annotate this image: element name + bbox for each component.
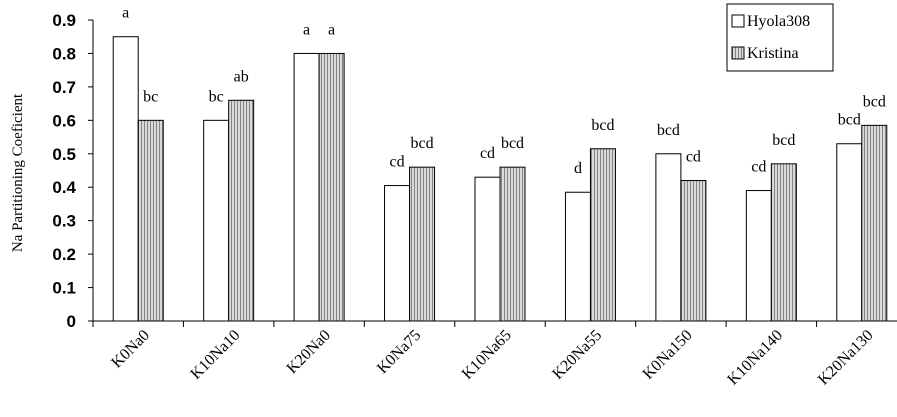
bar-kristina-K10Na140 — [771, 164, 796, 321]
y-axis-label: Na Partitioning Coeficient — [10, 93, 26, 252]
significance-label-hyola308-K0Na150: bcd — [657, 122, 680, 139]
x-tick-labels: K0Na0 K10Na10 K20Na0 K0Na75 K10Na65 K20Na55 K0… — [108, 327, 876, 389]
bar-kristina-K0Na75 — [410, 167, 435, 321]
bar-kristina-K0Na150 — [681, 181, 706, 321]
x-tick-label-K20Na130: K20Na130 — [815, 327, 877, 389]
significance-label-kristina-K10Na140: bcd — [772, 132, 795, 149]
bar-hyola308-K0Na150 — [656, 154, 681, 321]
bar-kristina-K20Na55 — [590, 149, 615, 321]
significance-label-kristina-K0Na0: bc — [143, 88, 158, 105]
significance-label-kristina-K0Na150: cd — [686, 149, 701, 166]
legend-label-kristina: Kristina — [747, 45, 799, 62]
y-tick-label: 0.3 — [52, 212, 76, 231]
bar-hyola308-K20Na0 — [294, 53, 319, 321]
x-tick-label-K20Na0: K20Na0 — [284, 327, 334, 377]
y-tick-label: 0.5 — [52, 145, 76, 164]
x-tick-label-K0Na150: K0Na150 — [640, 327, 696, 383]
y-tick-label: 0.7 — [52, 78, 76, 97]
significance-label-hyola308-K20Na55: d — [574, 160, 582, 177]
y-tick-label: 0.8 — [52, 44, 76, 63]
significance-label-hyola308-K10Na140: cd — [751, 159, 766, 176]
bar-kristina-K20Na0 — [319, 53, 344, 321]
significance-label-hyola308-K0Na0: a — [122, 5, 129, 22]
bars — [113, 37, 887, 321]
significance-label-kristina-K20Na55: bcd — [591, 117, 614, 134]
legend-label-hyola308: Hyola308 — [747, 13, 810, 30]
bar-hyola308-K10Na140 — [746, 191, 771, 321]
y-tick-label: 0.1 — [52, 279, 76, 298]
significance-label-hyola308-K10Na10: bc — [209, 88, 224, 105]
y-tick-labels: 0 0.1 0.2 0.3 0.4 0.5 0.6 0.7 0.8 0.9 — [52, 11, 76, 331]
bar-hyola308-K0Na0 — [113, 37, 138, 321]
bar-hyola308-K20Na130 — [837, 144, 862, 321]
significance-label-kristina-K20Na0: a — [328, 21, 335, 38]
x-tick-label-K10Na65: K10Na65 — [459, 327, 515, 383]
x-tick-label-K20Na55: K20Na55 — [549, 327, 605, 383]
significance-label-hyola308-K20Na130: bcd — [838, 112, 861, 129]
y-tick-label: 0.2 — [52, 245, 76, 264]
bar-hyola308-K20Na55 — [565, 192, 590, 321]
bar-kristina-K10Na10 — [229, 100, 254, 321]
significance-label-kristina-K10Na10: ab — [234, 68, 249, 85]
legend-swatch-hyola308 — [732, 15, 744, 27]
x-tick-label-K10Na10: K10Na10 — [187, 327, 243, 383]
significance-label-hyola308-K0Na75: cd — [390, 154, 405, 171]
bar-kristina-K10Na65 — [500, 167, 525, 321]
significance-label-kristina-K0Na75: bcd — [411, 135, 434, 152]
y-tick-label: 0.9 — [52, 11, 76, 30]
bar-hyola308-K10Na10 — [204, 120, 229, 321]
legend-swatch-kristina — [732, 47, 744, 59]
y-tick-label: 0.4 — [52, 178, 76, 197]
x-tick-label-K0Na0: K0Na0 — [108, 327, 153, 372]
legend: Hyola308 Kristina — [727, 4, 833, 71]
x-tick-label-K0Na75: K0Na75 — [374, 327, 424, 377]
significance-label-hyola308-K20Na0: a — [303, 21, 310, 38]
bar-kristina-K20Na130 — [862, 125, 887, 321]
bar-hyola308-K0Na75 — [385, 186, 410, 321]
y-tick-label: 0 — [67, 312, 76, 331]
significance-label-kristina-K10Na65: bcd — [501, 135, 524, 152]
x-tick-label-K10Na140: K10Na140 — [724, 327, 786, 389]
significance-label-kristina-K20Na130: bcd — [863, 93, 886, 110]
bar-hyola308-K10Na65 — [475, 177, 500, 321]
bar-kristina-K0Na0 — [138, 120, 163, 321]
y-tick-label: 0.6 — [52, 111, 76, 130]
significance-label-hyola308-K10Na65: cd — [480, 145, 495, 162]
